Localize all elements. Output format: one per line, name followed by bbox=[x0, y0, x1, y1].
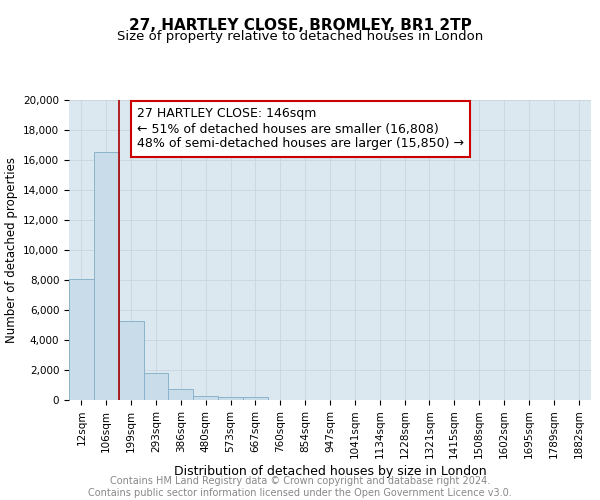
Text: Contains HM Land Registry data © Crown copyright and database right 2024.: Contains HM Land Registry data © Crown c… bbox=[110, 476, 490, 486]
Bar bbox=[193, 396, 218, 400]
Bar bbox=[218, 397, 243, 400]
Bar bbox=[143, 373, 169, 400]
X-axis label: Distribution of detached houses by size in London: Distribution of detached houses by size … bbox=[173, 466, 487, 478]
Bar bbox=[243, 397, 268, 400]
Bar bbox=[119, 320, 143, 400]
Bar bbox=[69, 278, 94, 400]
Text: Size of property relative to detached houses in London: Size of property relative to detached ho… bbox=[117, 30, 483, 43]
Y-axis label: Number of detached properties: Number of detached properties bbox=[5, 157, 17, 343]
Text: 27, HARTLEY CLOSE, BROMLEY, BR1 2TP: 27, HARTLEY CLOSE, BROMLEY, BR1 2TP bbox=[128, 18, 472, 32]
Text: 27 HARTLEY CLOSE: 146sqm
← 51% of detached houses are smaller (16,808)
48% of se: 27 HARTLEY CLOSE: 146sqm ← 51% of detach… bbox=[137, 108, 464, 150]
Bar bbox=[94, 152, 119, 400]
Bar bbox=[169, 389, 193, 400]
Text: Contains public sector information licensed under the Open Government Licence v3: Contains public sector information licen… bbox=[88, 488, 512, 498]
